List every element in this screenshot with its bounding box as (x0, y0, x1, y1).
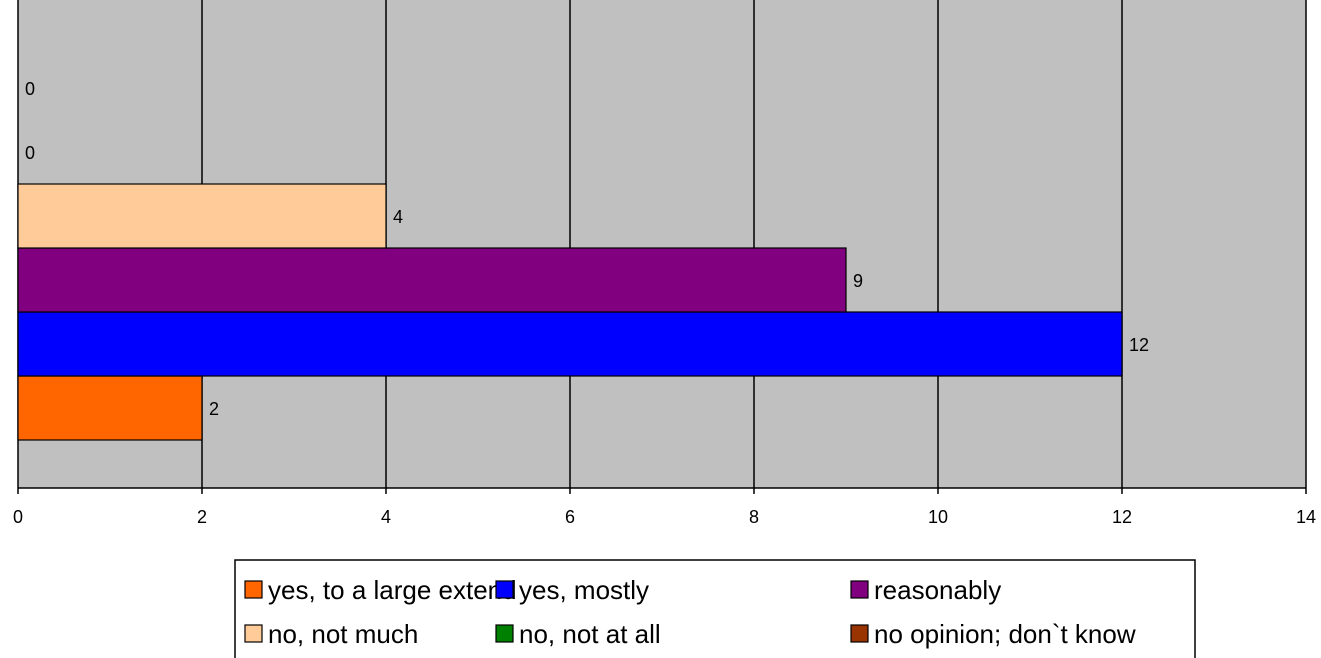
legend-swatch (850, 580, 869, 599)
data-label: 4 (393, 207, 403, 227)
legend-swatch (244, 624, 263, 643)
legend-label: yes, mostly (519, 575, 649, 605)
legend-swatch (495, 580, 514, 599)
x-tick-label: 8 (749, 507, 759, 527)
x-tick-label: 2 (197, 507, 207, 527)
bar (17, 183, 387, 249)
x-tick-label: 0 (13, 507, 23, 527)
x-tick-label: 14 (1296, 507, 1316, 527)
bar (17, 311, 1123, 377)
data-label: 9 (853, 271, 863, 291)
data-labels: 2 12 9 4 0 0 (25, 79, 1149, 419)
bars (17, 183, 1123, 441)
legend: yes, to a large extend yes, mostly reasona… (234, 559, 1196, 658)
legend-label: no opinion; don`t know (874, 619, 1136, 649)
legend-label: no, not much (268, 619, 418, 649)
data-label: 0 (25, 143, 35, 163)
data-label: 12 (1129, 335, 1149, 355)
x-tick-label: 12 (1112, 507, 1132, 527)
x-tick-label: 4 (381, 507, 391, 527)
x-axis-ticks: 0 2 4 6 8 10 12 14 (13, 488, 1316, 527)
x-tick-label: 10 (928, 507, 948, 527)
legend-label: no, not at all (519, 619, 661, 649)
legend-label: yes, to a large extend (268, 575, 517, 605)
bar (17, 247, 847, 313)
x-tick-label: 6 (565, 507, 575, 527)
legend-box (234, 559, 1196, 658)
legend-label: reasonably (874, 575, 1001, 605)
legend-swatch (850, 624, 869, 643)
data-label: 0 (25, 79, 35, 99)
bar (17, 375, 203, 441)
data-label: 2 (209, 399, 219, 419)
legend-swatch (244, 580, 263, 599)
legend-swatch (495, 624, 514, 643)
